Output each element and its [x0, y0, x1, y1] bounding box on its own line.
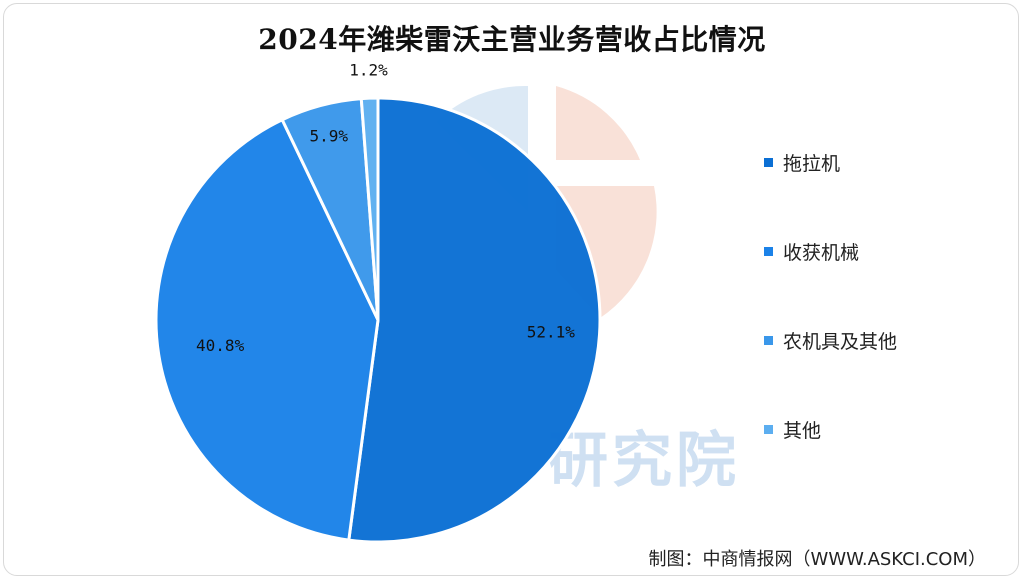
legend-item: 农机具及其他: [764, 318, 1014, 363]
legend-item: 拖拉机: [764, 140, 1014, 185]
legend-label: 拖拉机: [783, 153, 841, 175]
pie-slice-2: [154, 117, 380, 542]
pie-chart: 52.1% 40.8% 5.9% 1.2%: [154, 60, 602, 544]
slice-label-1: 52.1%: [527, 322, 576, 341]
legend-item: 其他: [764, 407, 1014, 452]
chart-title: 2024年潍柴雷沃主营业务营收占比情况: [258, 23, 766, 56]
source-credit: 制图：中商情报网（WWW.ASKCI.COM）: [648, 549, 986, 570]
legend-label: 其他: [783, 420, 822, 442]
pie-slice-4: [359, 96, 380, 321]
legend-swatch: [764, 158, 773, 167]
legend: 拖拉机收获机械农机具及其他 其他: [764, 140, 1014, 496]
legend-label: 农机具及其他: [783, 331, 898, 353]
legend-swatch: [764, 247, 773, 256]
slice-label-3: 5.9%: [310, 127, 349, 146]
slice-label-2: 40.8%: [196, 336, 245, 355]
pie-slice-1: [347, 96, 602, 544]
slice-label-4: 1.2%: [349, 60, 388, 79]
legend-swatch: [764, 336, 773, 345]
legend-swatch: [764, 425, 773, 434]
legend-item: 收获机械: [764, 229, 1014, 274]
legend-label: 收获机械: [783, 242, 860, 264]
